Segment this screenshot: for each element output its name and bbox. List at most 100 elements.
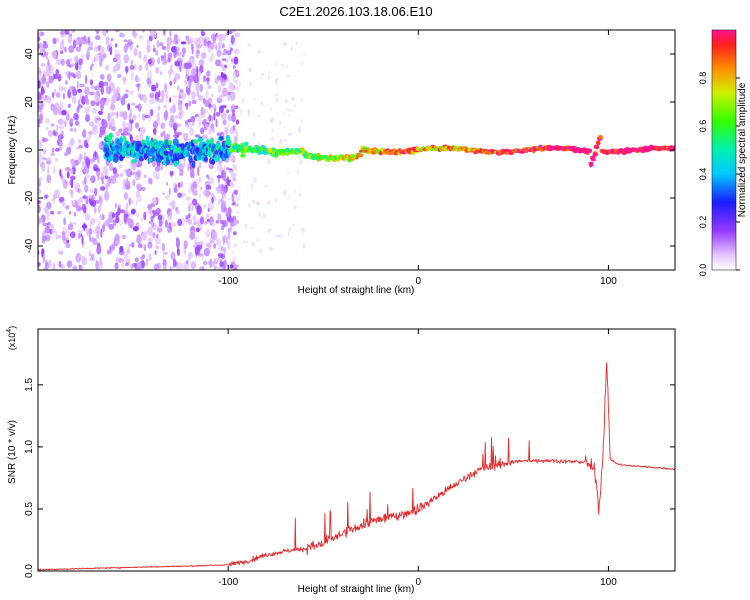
spectrogram-noise-cell xyxy=(67,89,71,99)
spectrogram-noise-cell xyxy=(187,62,192,69)
spectrogram-ridge-cell xyxy=(136,141,143,146)
spectrogram-noise-cell xyxy=(100,228,103,239)
spectrogram-noise-cell xyxy=(224,126,229,136)
spectrogram-noise-cell xyxy=(188,187,192,195)
spectrogram-noise-cell xyxy=(69,127,74,132)
spectrogram-noise-cell xyxy=(207,201,214,211)
spectrogram-noise-cell xyxy=(130,263,135,269)
spectrogram-noise-cell xyxy=(157,105,161,111)
spectrogram-noise-cell xyxy=(46,95,52,104)
spectrogram-noise-cell xyxy=(178,92,181,103)
spectrogram-noise-cell xyxy=(77,88,83,93)
spectrogram-noise-cell xyxy=(93,229,97,234)
spectrogram-noise-cell xyxy=(149,108,154,117)
spectrogram-noise-cell xyxy=(191,68,197,76)
snr-panel: -100 0 100 0.0 0.5 1.0 1.5 Height of straight … xyxy=(6,326,676,595)
spectrogram-noise-cell xyxy=(146,77,152,84)
spectrogram-noise-cell xyxy=(94,35,101,41)
spectrogram-noise-cell xyxy=(116,111,119,119)
spectrogram-noise-cell xyxy=(270,107,273,111)
spectrogram-noise-cell xyxy=(102,223,105,233)
spectrogram-noise-cell xyxy=(88,227,93,235)
spectrogram-noise-cell xyxy=(98,142,103,146)
spectrogram-noise-cell xyxy=(136,44,139,48)
spectrogram-noise-cell xyxy=(203,38,207,47)
spectrogram-ytick-label: 0 xyxy=(24,147,35,153)
spectrogram-noise-cell xyxy=(55,231,58,242)
spectrogram-noise-cell xyxy=(227,197,231,201)
spectrogram-noise-cell xyxy=(168,187,171,196)
spectrogram-noise-cell xyxy=(209,42,215,50)
spectrogram-noise-cell xyxy=(122,120,126,130)
spectrogram-noise-cell xyxy=(47,129,53,137)
spectrogram-noise-cell xyxy=(52,262,56,270)
spectrogram-noise-cell xyxy=(232,264,239,269)
spectrogram-ridge-cell xyxy=(176,159,180,166)
spectrogram-noise-cell xyxy=(59,133,62,144)
spectrogram-noise-cell xyxy=(45,117,50,125)
spectrogram-noise-cell xyxy=(72,265,78,270)
spectrogram-noise-cell xyxy=(187,163,190,172)
spectrogram-noise-cell xyxy=(157,214,163,221)
spectrogram-noise-cell xyxy=(155,207,161,215)
spectrogram-noise-cell xyxy=(167,224,171,231)
spectrogram-noise-cell xyxy=(161,45,167,51)
spectrogram-noise-cell xyxy=(297,127,302,133)
spectrogram-noise-cell xyxy=(293,188,296,194)
spectrogram-noise-cell xyxy=(285,98,288,104)
spectrogram-noise-cell xyxy=(257,49,262,54)
spectrogram-noise-cell xyxy=(78,232,81,240)
spectrogram-noise-cell xyxy=(100,186,106,191)
spectrogram-noise-cell xyxy=(124,65,129,73)
spectrogram-noise-cell xyxy=(198,116,202,127)
spectrogram-noise-cell xyxy=(268,229,270,234)
spectrogram-noise-cell xyxy=(70,175,76,181)
spectrogram-noise-cell xyxy=(147,237,153,244)
snr-multiplier: (x104) xyxy=(6,326,17,350)
spectrogram-noise-cell xyxy=(141,186,146,191)
spectrogram-noise-cell xyxy=(200,186,203,191)
spectrogram-noise-cell xyxy=(234,32,240,38)
snr-ytick-label: 1.5 xyxy=(24,377,35,391)
spectrogram-noise-cell xyxy=(71,88,78,97)
spectrogram-noise-cell xyxy=(242,239,245,244)
spectrogram-noise-cell xyxy=(227,114,234,122)
spectrogram-noise-cell xyxy=(205,90,209,98)
spectrogram-noise-cell xyxy=(191,120,195,127)
spectrogram-noise-cell xyxy=(200,107,206,114)
spectrogram-ridge-cell xyxy=(165,158,171,166)
spectrogram-noise-cell xyxy=(232,65,236,69)
spectrogram-ridge-cell xyxy=(119,136,124,144)
spectrogram-noise-cell xyxy=(206,77,210,82)
snr-ytick-label: 0.0 xyxy=(24,564,35,578)
spectrogram-ridge-cell xyxy=(203,156,209,162)
spectrogram-noise-cell xyxy=(138,243,143,249)
spectrogram-noise-cell xyxy=(295,41,298,46)
spectrogram-noise-cell xyxy=(60,58,65,66)
spectrogram-noise-cell xyxy=(167,69,174,75)
spectrogram-noise-cell xyxy=(136,261,142,270)
spectrogram-noise-cell xyxy=(299,192,302,197)
spectrogram-noise-cell xyxy=(150,212,154,217)
spectrogram-noise-cell xyxy=(38,262,41,267)
spectrogram-noise-cell xyxy=(198,176,202,183)
spectrogram-noise-cell xyxy=(91,63,94,67)
spectrogram-noise-cell xyxy=(84,95,88,104)
snr-line xyxy=(38,362,675,571)
spectrogram-noise-cell xyxy=(155,97,158,106)
spectrogram-ridge-cell xyxy=(226,139,232,147)
spectrogram-noise-cell xyxy=(38,200,41,204)
spectrogram-noise-cell xyxy=(227,227,231,233)
spectrogram-noise-cell xyxy=(172,101,176,109)
spectrogram-noise-cell xyxy=(301,60,303,66)
spectrogram-noise-cell xyxy=(219,62,223,68)
spectrogram-ridge-cell xyxy=(592,154,597,158)
spectrogram-noise-cell xyxy=(172,258,177,268)
spectrogram-xtick-label: 100 xyxy=(600,276,617,287)
spectrogram-noise-cell xyxy=(192,74,199,84)
spectrogram-noise-cell xyxy=(75,46,82,52)
spectrogram-noise-cell xyxy=(231,192,234,203)
spectrogram-noise-cell xyxy=(100,124,106,135)
spectrogram-noise-cell xyxy=(260,76,263,79)
spectrogram-noise-cell xyxy=(151,220,155,228)
